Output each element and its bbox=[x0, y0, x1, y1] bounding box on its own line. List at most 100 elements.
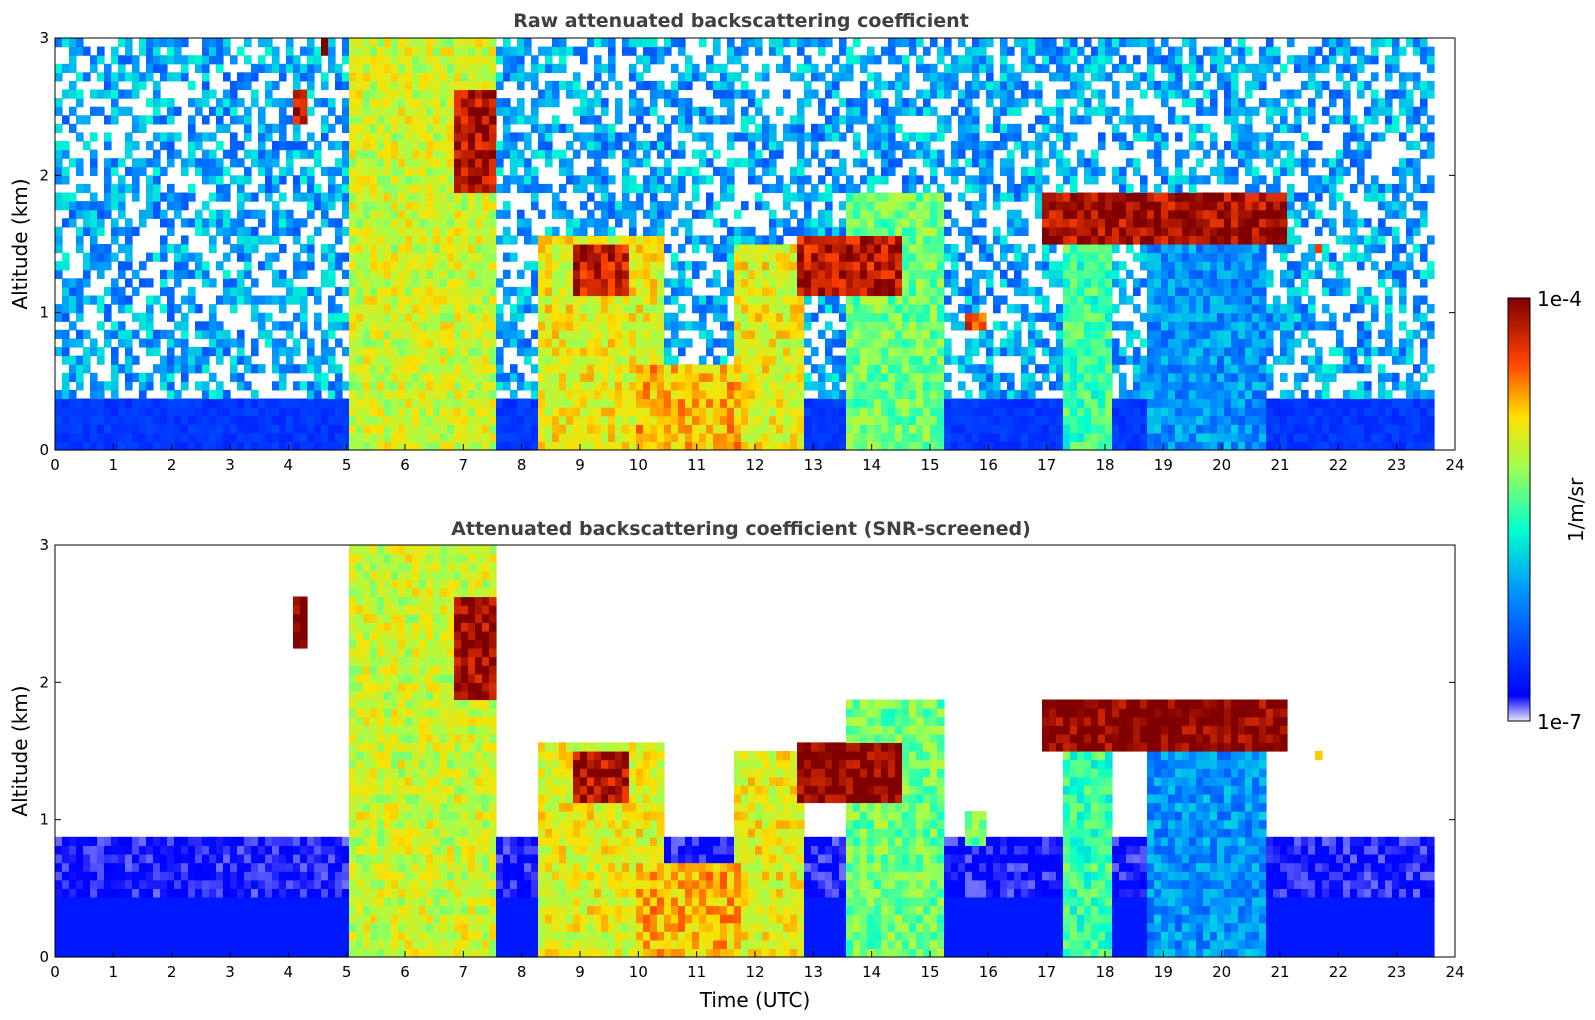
heatmap-cell bbox=[440, 141, 448, 151]
heatmap-cell bbox=[153, 158, 161, 168]
heatmap-cell bbox=[874, 149, 882, 159]
heatmap-cell bbox=[118, 338, 126, 348]
heatmap-cell bbox=[699, 132, 707, 142]
heatmap-cell bbox=[461, 312, 469, 322]
heatmap-cell bbox=[741, 432, 749, 442]
heatmap-cell bbox=[342, 312, 350, 322]
heatmap-cell bbox=[230, 364, 238, 374]
heatmap-cell bbox=[951, 158, 959, 168]
heatmap-cell bbox=[937, 201, 945, 211]
heatmap-cell bbox=[951, 407, 959, 417]
heatmap-cell bbox=[636, 278, 644, 288]
heatmap-cell bbox=[223, 89, 231, 99]
heatmap-cell bbox=[370, 141, 378, 151]
heatmap-cell bbox=[1007, 209, 1015, 219]
heatmap-cell bbox=[510, 364, 518, 374]
heatmap-cell bbox=[314, 98, 322, 108]
heatmap-cell bbox=[286, 355, 294, 365]
heatmap-cell bbox=[622, 252, 630, 262]
heatmap-cell bbox=[363, 389, 371, 400]
heatmap-cell bbox=[573, 80, 581, 91]
heatmap-cell bbox=[825, 278, 833, 288]
heatmap-cell bbox=[797, 312, 805, 322]
heatmap-cell bbox=[594, 407, 602, 417]
heatmap-cell bbox=[678, 398, 686, 408]
heatmap-cell bbox=[181, 355, 189, 365]
heatmap-cell bbox=[125, 149, 133, 159]
heatmap-cell bbox=[377, 89, 385, 99]
heatmap-cell bbox=[314, 441, 322, 451]
heatmap-cell bbox=[1007, 338, 1015, 348]
heatmap-cell bbox=[349, 355, 357, 365]
heatmap-cell bbox=[1035, 141, 1043, 151]
heatmap-cell bbox=[888, 381, 896, 391]
heatmap-cell bbox=[384, 141, 392, 151]
heatmap-cell bbox=[202, 63, 210, 73]
heatmap-cell bbox=[888, 432, 896, 442]
heatmap-cell bbox=[328, 415, 336, 425]
heatmap-cell bbox=[811, 123, 819, 133]
heatmap-cell bbox=[1035, 149, 1043, 159]
heatmap-cell bbox=[377, 398, 385, 408]
heatmap-cell bbox=[384, 46, 392, 56]
heatmap-cell bbox=[839, 115, 847, 125]
heatmap-cell bbox=[580, 389, 588, 400]
heatmap-cell bbox=[111, 115, 119, 125]
heatmap-cell bbox=[76, 201, 84, 211]
heatmap-cell bbox=[685, 201, 693, 211]
heatmap-cell bbox=[482, 304, 490, 314]
heatmap-cell bbox=[510, 55, 518, 65]
heatmap-cell bbox=[608, 55, 616, 65]
heatmap-cell bbox=[727, 141, 735, 151]
heatmap-cell bbox=[902, 183, 910, 194]
heatmap-cell bbox=[867, 132, 875, 142]
heatmap-cell bbox=[125, 304, 133, 314]
heatmap-cell bbox=[454, 89, 462, 99]
heatmap-cell bbox=[244, 424, 252, 434]
heatmap-cell bbox=[783, 201, 791, 211]
heatmap-cell bbox=[62, 149, 70, 159]
heatmap-cell bbox=[727, 269, 735, 279]
heatmap-cell bbox=[1028, 123, 1036, 133]
heatmap-cell bbox=[832, 278, 840, 288]
heatmap-cell bbox=[797, 235, 805, 245]
heatmap-cell bbox=[370, 123, 378, 133]
heatmap-cell bbox=[356, 304, 364, 314]
heatmap-cell bbox=[839, 304, 847, 314]
heatmap-cell bbox=[1035, 98, 1043, 108]
heatmap-cell bbox=[846, 218, 854, 228]
heatmap-cell bbox=[181, 38, 189, 48]
heatmap-cell bbox=[580, 201, 588, 211]
heatmap-cell bbox=[874, 278, 882, 288]
heatmap-cell bbox=[993, 372, 1001, 382]
heatmap-cell bbox=[412, 295, 420, 305]
heatmap-cell bbox=[916, 312, 924, 322]
heatmap-cell bbox=[846, 252, 854, 262]
heatmap-cell bbox=[454, 321, 462, 331]
heatmap-cell bbox=[398, 80, 406, 91]
heatmap-cell bbox=[853, 218, 861, 228]
heatmap-cell bbox=[419, 329, 427, 339]
heatmap-cell bbox=[944, 312, 952, 322]
heatmap-cell bbox=[601, 269, 609, 279]
heatmap-cell bbox=[895, 286, 903, 297]
heatmap-cell bbox=[265, 338, 273, 348]
heatmap-cell bbox=[720, 115, 728, 125]
heatmap-cell bbox=[167, 46, 175, 56]
heatmap-cell bbox=[699, 304, 707, 314]
heatmap-cell bbox=[909, 321, 917, 331]
heatmap-cell bbox=[230, 244, 238, 254]
heatmap-cell bbox=[741, 304, 749, 314]
heatmap-cell bbox=[860, 261, 868, 271]
heatmap-cell bbox=[503, 424, 511, 434]
heatmap-cell bbox=[839, 72, 847, 82]
heatmap-cell bbox=[279, 226, 287, 236]
heatmap-cell bbox=[769, 407, 777, 417]
heatmap-cell bbox=[272, 149, 280, 159]
heatmap-cell bbox=[83, 295, 91, 305]
heatmap-cell bbox=[160, 63, 168, 73]
heatmap-cell bbox=[447, 166, 455, 176]
heatmap-cell bbox=[482, 261, 490, 271]
heatmap-cell bbox=[748, 432, 756, 442]
heatmap-cell bbox=[930, 201, 938, 211]
